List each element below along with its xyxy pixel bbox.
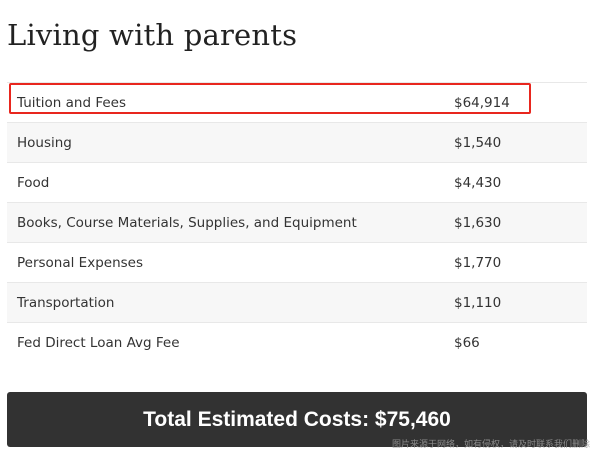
cost-label: Books, Course Materials, Supplies, and E…	[7, 202, 454, 243]
table-row: Fed Direct Loan Avg Fee $66	[7, 322, 587, 363]
cost-value: $64,914	[454, 82, 587, 123]
table-row: Housing $1,540	[7, 122, 587, 163]
cost-table: Tuition and Fees $64,914 Housing $1,540 …	[7, 82, 587, 363]
table-row: Transportation $1,110	[7, 282, 587, 323]
cost-value: $1,770	[454, 242, 587, 283]
cost-value: $66	[454, 322, 587, 363]
cost-value: $1,110	[454, 282, 587, 323]
cost-value: $1,540	[454, 122, 587, 163]
total-costs-text: Total Estimated Costs: $75,460	[143, 407, 451, 431]
table-row: Food $4,430	[7, 162, 587, 203]
table-row: Books, Course Materials, Supplies, and E…	[7, 202, 587, 243]
total-costs-bar: Total Estimated Costs: $75,460	[7, 392, 587, 447]
cost-value: $4,430	[454, 162, 587, 203]
cost-label: Food	[7, 162, 454, 203]
table-row: Personal Expenses $1,770	[7, 242, 587, 283]
cost-label: Housing	[7, 122, 454, 163]
cost-label: Fed Direct Loan Avg Fee	[7, 322, 454, 363]
cost-label: Personal Expenses	[7, 242, 454, 283]
cost-label: Transportation	[7, 282, 454, 323]
watermark-text: 图片来源于网络，如有侵权，请及时联系我们删除	[391, 440, 590, 450]
cost-label: Tuition and Fees	[7, 82, 454, 123]
table-row: Tuition and Fees $64,914	[7, 82, 587, 123]
cost-value: $1,630	[454, 202, 587, 243]
page-title: Living with parents	[7, 18, 298, 52]
